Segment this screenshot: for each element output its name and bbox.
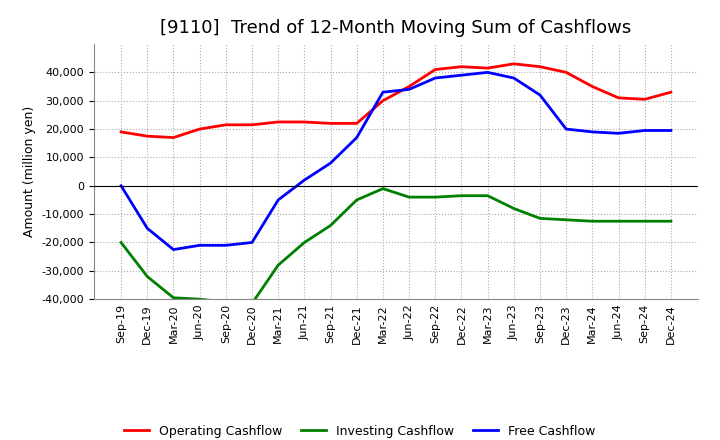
Free Cashflow xyxy=(667,128,675,133)
Operating Cashflow xyxy=(379,98,387,103)
Operating Cashflow xyxy=(248,122,256,128)
Investing Cashflow xyxy=(379,186,387,191)
Free Cashflow xyxy=(588,129,597,135)
Operating Cashflow xyxy=(274,119,282,125)
Free Cashflow xyxy=(326,161,335,166)
Operating Cashflow xyxy=(562,70,570,75)
Operating Cashflow xyxy=(117,129,125,135)
Investing Cashflow xyxy=(510,206,518,211)
Investing Cashflow xyxy=(300,240,309,245)
Operating Cashflow xyxy=(510,61,518,66)
Free Cashflow xyxy=(536,92,544,98)
Investing Cashflow xyxy=(431,194,440,200)
Free Cashflow xyxy=(352,135,361,140)
Investing Cashflow xyxy=(352,197,361,202)
Free Cashflow xyxy=(483,70,492,75)
Operating Cashflow xyxy=(405,84,413,89)
Operating Cashflow xyxy=(667,90,675,95)
Line: Investing Cashflow: Investing Cashflow xyxy=(121,189,671,304)
Operating Cashflow xyxy=(300,119,309,125)
Operating Cashflow xyxy=(352,121,361,126)
Operating Cashflow xyxy=(536,64,544,70)
Free Cashflow xyxy=(431,75,440,81)
Free Cashflow xyxy=(274,197,282,202)
Free Cashflow xyxy=(405,87,413,92)
Title: [9110]  Trend of 12-Month Moving Sum of Cashflows: [9110] Trend of 12-Month Moving Sum of C… xyxy=(161,19,631,37)
Investing Cashflow xyxy=(222,299,230,304)
Free Cashflow xyxy=(562,126,570,132)
Operating Cashflow xyxy=(431,67,440,72)
Investing Cashflow xyxy=(274,263,282,268)
Free Cashflow xyxy=(300,177,309,183)
Free Cashflow xyxy=(117,183,125,188)
Y-axis label: Amount (million yen): Amount (million yen) xyxy=(23,106,36,237)
Investing Cashflow xyxy=(536,216,544,221)
Investing Cashflow xyxy=(169,295,178,301)
Investing Cashflow xyxy=(614,219,623,224)
Investing Cashflow xyxy=(640,219,649,224)
Free Cashflow xyxy=(195,243,204,248)
Investing Cashflow xyxy=(483,193,492,198)
Investing Cashflow xyxy=(143,274,152,279)
Investing Cashflow xyxy=(248,301,256,306)
Free Cashflow xyxy=(379,90,387,95)
Operating Cashflow xyxy=(169,135,178,140)
Line: Free Cashflow: Free Cashflow xyxy=(121,72,671,249)
Line: Operating Cashflow: Operating Cashflow xyxy=(121,64,671,138)
Investing Cashflow xyxy=(457,193,466,198)
Operating Cashflow xyxy=(326,121,335,126)
Operating Cashflow xyxy=(222,122,230,128)
Investing Cashflow xyxy=(588,219,597,224)
Free Cashflow xyxy=(510,75,518,81)
Investing Cashflow xyxy=(326,223,335,228)
Free Cashflow xyxy=(640,128,649,133)
Operating Cashflow xyxy=(143,133,152,139)
Free Cashflow xyxy=(457,73,466,78)
Investing Cashflow xyxy=(117,240,125,245)
Free Cashflow xyxy=(222,243,230,248)
Operating Cashflow xyxy=(195,126,204,132)
Operating Cashflow xyxy=(457,64,466,70)
Operating Cashflow xyxy=(614,95,623,100)
Free Cashflow xyxy=(248,240,256,245)
Free Cashflow xyxy=(143,226,152,231)
Investing Cashflow xyxy=(195,297,204,302)
Operating Cashflow xyxy=(588,84,597,89)
Free Cashflow xyxy=(169,247,178,252)
Operating Cashflow xyxy=(483,66,492,71)
Legend: Operating Cashflow, Investing Cashflow, Free Cashflow: Operating Cashflow, Investing Cashflow, … xyxy=(120,420,600,440)
Investing Cashflow xyxy=(667,219,675,224)
Operating Cashflow xyxy=(640,97,649,102)
Investing Cashflow xyxy=(405,194,413,200)
Free Cashflow xyxy=(614,131,623,136)
Investing Cashflow xyxy=(562,217,570,223)
